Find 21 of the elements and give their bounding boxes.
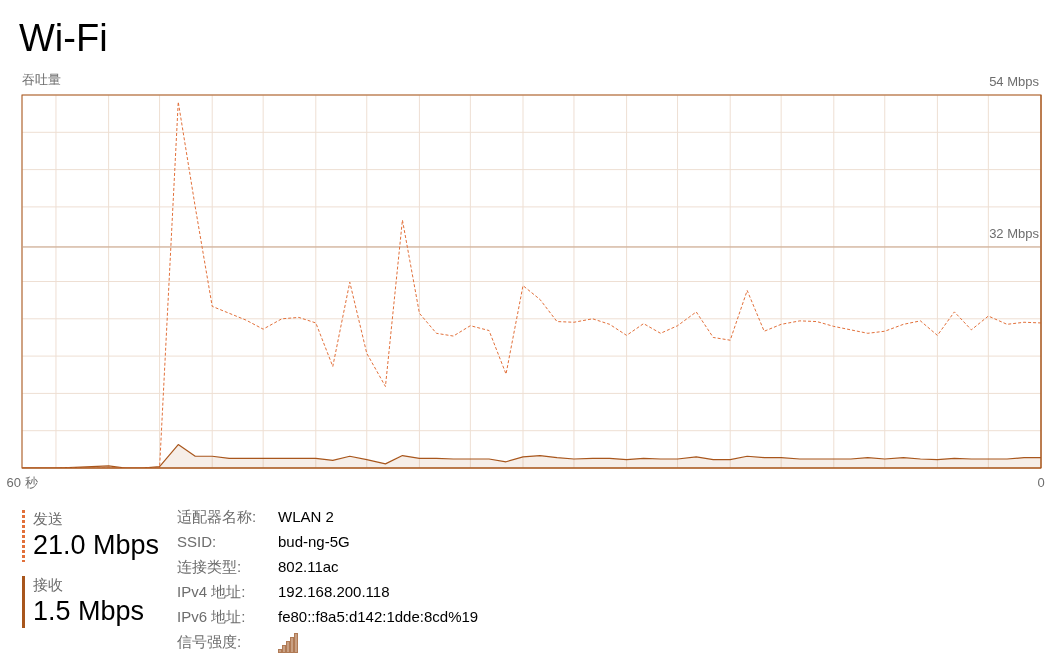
x-tick-label: 60 秒: [6, 475, 38, 490]
y-tick-label: 54 Mbps: [989, 74, 1040, 89]
text: SSID:: [177, 532, 217, 550]
text: 1.5 Mbps: [33, 596, 145, 626]
text: 192.168.200.118: [278, 582, 390, 600]
text: 信号强度:: [177, 632, 242, 650]
text: fe80::f8a5:d142:1dde:8cd%19: [278, 607, 479, 625]
legend-label: 发送: [33, 510, 63, 527]
text: bud-ng-5G: [278, 532, 350, 550]
chart-title: Wi-Fi: [19, 17, 108, 59]
text: 802.11ac: [278, 557, 339, 575]
x-tick-label: 0: [1037, 475, 1045, 490]
legend-label: 接收: [33, 576, 63, 593]
text: 适配器名称:: [177, 507, 257, 525]
y-axis-title: 吞吐量: [22, 72, 61, 87]
y-tick-label: 32 Mbps: [989, 225, 1040, 241]
text: 21.0 Mbps: [33, 530, 160, 560]
text: 连接类型:: [177, 557, 242, 575]
text: IPv6 地址:: [177, 607, 246, 625]
text: IPv4 地址:: [177, 582, 246, 600]
text: WLAN 2: [278, 507, 334, 525]
